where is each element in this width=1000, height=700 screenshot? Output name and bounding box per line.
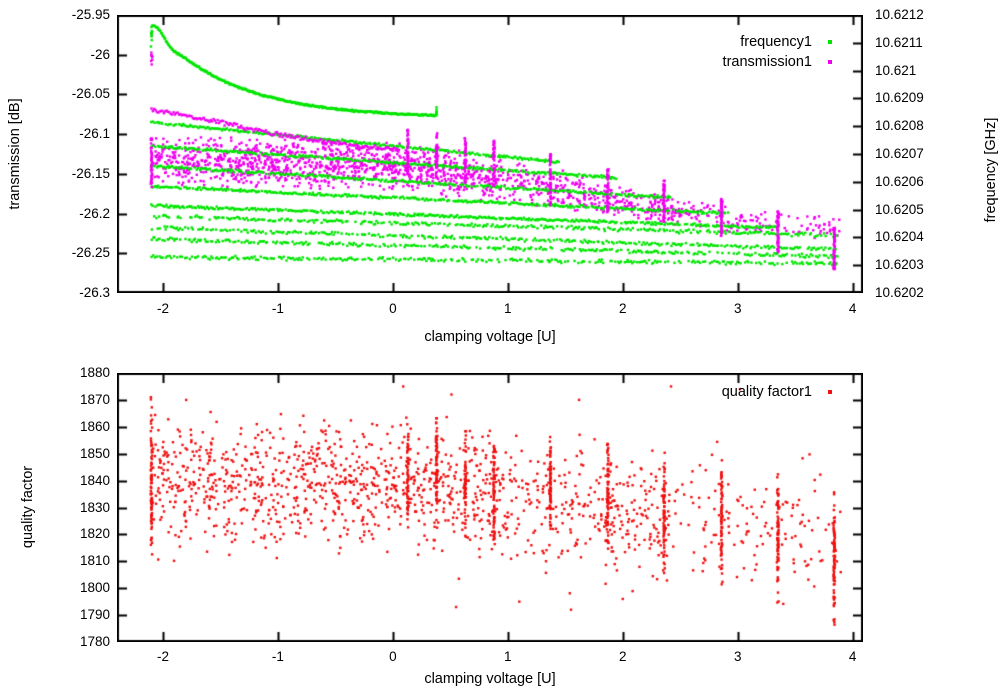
top-y-left-tick-label: -26.25 [71, 245, 110, 261]
top-y-left-tick-label: -26.05 [71, 86, 110, 102]
top-xlabel: clamping voltage [U] [424, 329, 556, 345]
top-y-left-tick-label: -26.2 [79, 205, 110, 221]
bottom-y-tick-label: 1880 [79, 365, 110, 380]
bottom-y-tick-label: 1840 [79, 472, 110, 488]
top-y-right-tick-label: 10.6212 [875, 7, 924, 22]
top-x-tick-label: 4 [848, 301, 857, 316]
bottom-y-tick-label: 1830 [79, 499, 110, 515]
bottom-y-tick-label: 1810 [79, 553, 110, 569]
top-y-left-tick-label: -26.1 [79, 126, 110, 142]
bottom-x-tick-label: -1 [271, 649, 284, 664]
top-x-tick-label: -1 [271, 301, 284, 316]
legend-label-quality-factor1: quality factor1 [721, 384, 812, 400]
top-y-right-tick-label: 10.6208 [875, 118, 924, 134]
top-plot-canvas [117, 15, 863, 293]
bottom-y-tick-label: 1860 [79, 418, 110, 434]
top-x-tick-label: -2 [156, 301, 169, 316]
top-y-right-tick-label: 10.6203 [875, 257, 924, 273]
top-x-tick-label: 0 [389, 301, 397, 316]
top-y-right-tick-label: 10.6202 [875, 285, 924, 300]
top-y-right-tick-label: 10.6209 [875, 90, 924, 106]
bottom-y-tick-label: 1800 [79, 580, 110, 596]
bottom-y-tick-label: 1790 [79, 607, 110, 623]
bottom-y-tick-label: 1780 [79, 634, 110, 649]
top-ylabel-left: transmission [dB] [7, 98, 23, 210]
legend-item-transmission1: transmission1 [723, 53, 832, 71]
frequency1-marker-icon [828, 40, 832, 44]
top-x-tick-label: 3 [733, 301, 742, 316]
top-y-right-tick-label: 10.6211 [875, 34, 923, 50]
bottom-x-tick-label: 3 [733, 649, 742, 664]
top-y-right-tick-label: 10.621 [875, 62, 917, 78]
bottom-plot-canvas [117, 373, 863, 642]
quality-factor1-marker-icon [828, 390, 832, 394]
top-y-left-tick-label: -26.3 [79, 285, 110, 300]
bottom-x-tick-label: 4 [848, 649, 857, 664]
top-x-tick-label: 1 [504, 301, 512, 316]
legend-item-quality-factor1: quality factor1 [722, 383, 832, 401]
top-x-tick-label: 2 [618, 301, 627, 316]
bottom-xlabel: clamping voltage [U] [424, 671, 556, 687]
legend-label-frequency1: frequency1 [740, 34, 812, 50]
top-y-left-tick-label: -25.95 [71, 7, 110, 22]
top-y-right-tick-label: 10.6207 [875, 146, 924, 161]
bottom-x-tick-label: 2 [618, 649, 627, 664]
top-ylabel-right: frequency [GHz] [983, 117, 999, 223]
top-y-left-tick-label: -26.15 [71, 165, 110, 181]
top-y-left-tick-label: -26 [90, 46, 110, 62]
bottom-x-tick-label: 1 [504, 649, 512, 664]
top-y-right-tick-label: 10.6205 [875, 201, 924, 217]
legend-label-transmission1: transmission1 [722, 54, 812, 70]
bottom-x-tick-label: 0 [389, 649, 397, 664]
legend-item-frequency1: frequency1 [740, 33, 832, 51]
top-y-right-tick-label: 10.6206 [875, 173, 924, 189]
bottom-y-tick-label: 1820 [79, 526, 110, 542]
top-y-right-tick-label: 10.6204 [875, 229, 924, 245]
bottom-x-tick-label: -2 [156, 649, 169, 664]
bottom-y-tick-label: 1850 [79, 445, 110, 461]
transmission1-marker-icon [828, 60, 832, 64]
bottom-y-tick-label: 1870 [79, 391, 110, 407]
